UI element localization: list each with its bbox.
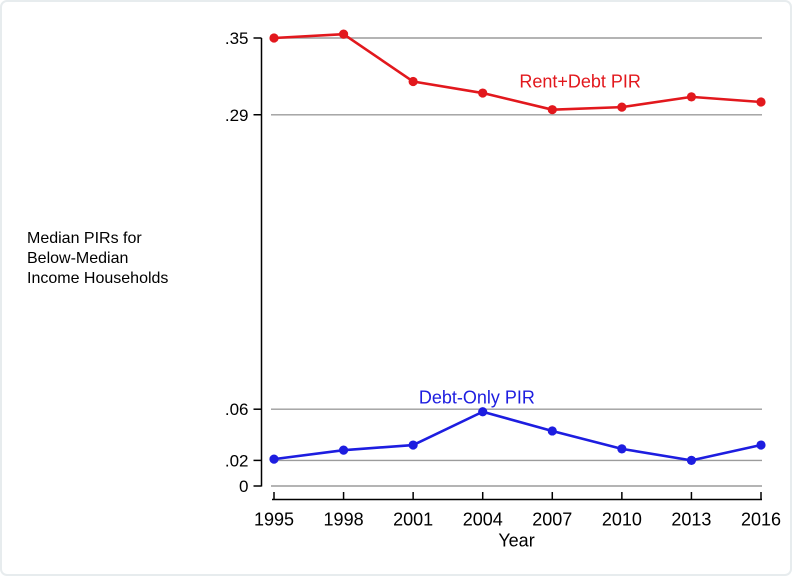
- data-point-debt-only-pir-2007: [547, 426, 557, 436]
- x-tick-label-2013: 2013: [671, 509, 711, 529]
- x-axis-title: Year: [498, 530, 535, 551]
- x-tick-label-2007: 2007: [532, 509, 572, 529]
- y-axis-description: Median PIRs for Below-Median Income Hous…: [27, 229, 168, 289]
- data-point-debt-only-pir-1995: [269, 454, 279, 464]
- y-axis-description-line3: Income Households: [27, 270, 169, 287]
- y-tick-label-.29: .29: [225, 106, 249, 125]
- data-point-debt-only-pir-2010: [617, 444, 627, 454]
- y-axis-description-line1: Median PIRs for: [27, 230, 142, 247]
- x-tick-label-2010: 2010: [602, 509, 642, 529]
- x-tick-label-1998: 1998: [324, 509, 364, 529]
- data-point-rent-debt-pir-2004: [478, 88, 488, 98]
- data-point-rent-debt-pir-1998: [338, 29, 349, 39]
- data-point-rent-debt-pir-2010: [617, 102, 627, 112]
- series-line-debt-only-pir: [272, 410, 763, 462]
- data-point-rent-debt-pir-2001: [408, 76, 418, 87]
- data-point-debt-only-pir-2001: [408, 440, 418, 450]
- data-point-debt-only-pir-2004: [478, 407, 488, 417]
- data-point-debt-only-pir-2013: [686, 455, 697, 465]
- data-point-rent-debt-pir-1995: [269, 33, 279, 43]
- data-point-debt-only-pir-1998: [338, 445, 349, 455]
- series-line-rent-debt-pir: [272, 32, 763, 111]
- data-point-debt-only-pir-2016: [756, 440, 766, 450]
- data-point-rent-debt-pir-2007: [547, 105, 557, 115]
- series-label-debt-only-pir: Debt-Only PIR: [418, 387, 535, 408]
- x-tick-label-2001: 2001: [393, 509, 433, 529]
- y-tick-label-.35: .35: [225, 29, 249, 48]
- x-tick-label-2004: 2004: [463, 509, 503, 529]
- x-tick-label-1995: 1995: [254, 509, 294, 529]
- x-tick-label-2016: 2016: [741, 509, 781, 529]
- data-point-rent-debt-pir-2013: [686, 92, 697, 102]
- series-label-rent-debt-pir: Rent+Debt PIR: [519, 71, 641, 92]
- y-tick-label-0: 0: [239, 477, 248, 496]
- data-point-rent-debt-pir-2016: [756, 97, 766, 107]
- y-tick-label-.06: .06: [225, 400, 249, 419]
- y-axis-description-line2: Below-Median: [27, 250, 129, 267]
- y-tick-label-.02: .02: [225, 451, 249, 470]
